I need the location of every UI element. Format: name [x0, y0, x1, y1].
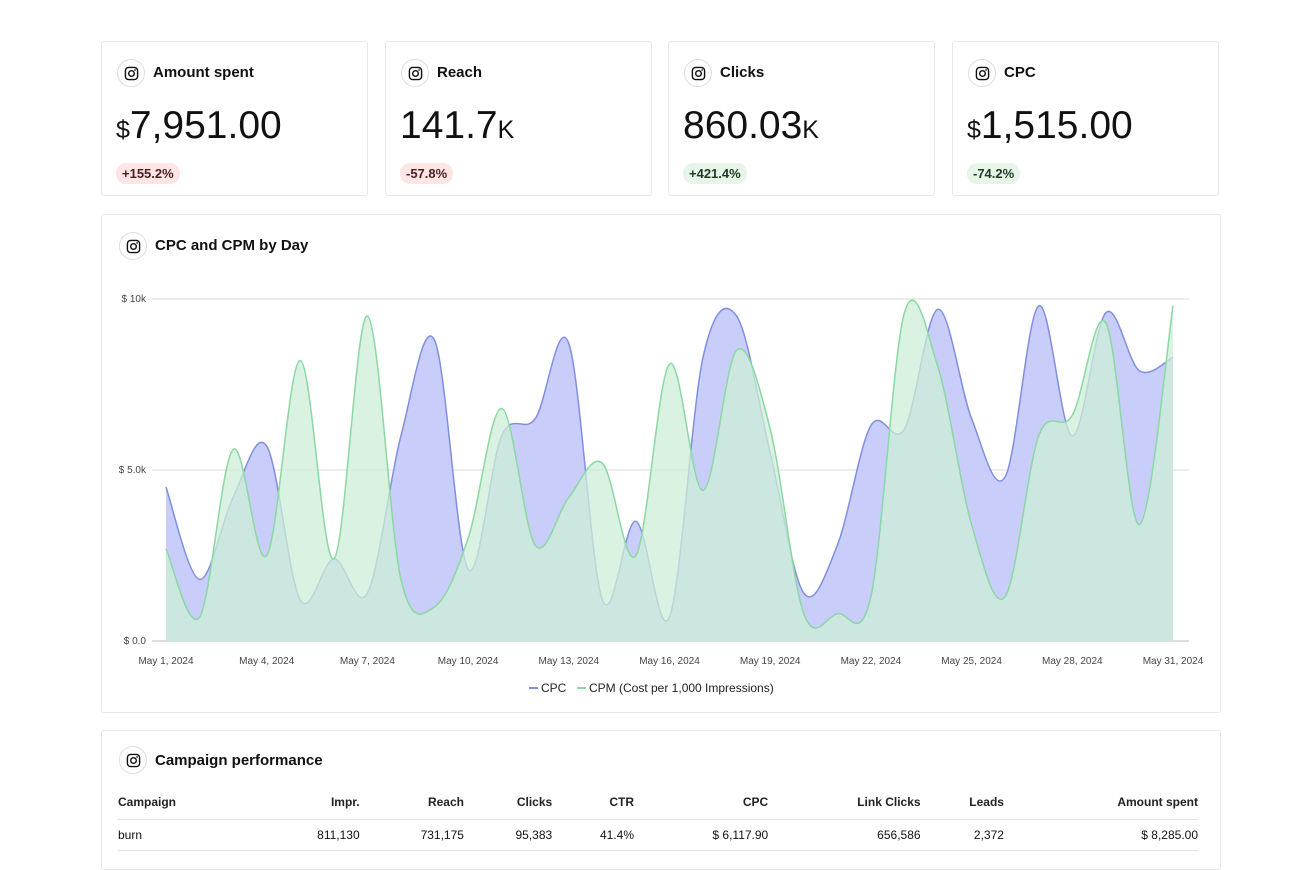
- table-cell: 656,586: [768, 819, 921, 851]
- column-header[interactable]: Leads: [920, 793, 1004, 820]
- column-header[interactable]: Impr.: [257, 793, 360, 820]
- kpi-card-amount-spent: Amount spent $7,951.00 +155.2%: [101, 41, 368, 196]
- x-tick-label: May 16, 2024: [639, 656, 700, 667]
- kpi-title: Clicks: [720, 64, 765, 81]
- table-cell: 731,175: [359, 819, 464, 851]
- table-cell: 2,372: [920, 819, 1004, 851]
- kpi-title: CPC: [1004, 64, 1036, 81]
- instagram-icon: [119, 746, 147, 774]
- x-tick-label: May 28, 2024: [1042, 656, 1103, 667]
- column-header[interactable]: CPC: [634, 793, 769, 820]
- kpi-value: $1,515.00: [967, 102, 1133, 154]
- legend-item[interactable]: CPC: [541, 681, 567, 695]
- campaign-table: Campaign Impr. Reach Clicks CTR CPC Link Click…: [118, 793, 1198, 851]
- x-tick-label: May 31, 2024: [1143, 656, 1204, 667]
- change-badge: -57.8%: [400, 163, 454, 184]
- kpi-value: $7,951.00: [116, 102, 282, 154]
- instagram-icon: [119, 232, 147, 260]
- x-tick-label: May 22, 2024: [841, 656, 902, 667]
- kpi-prefix: $: [116, 116, 130, 144]
- campaign-title: Campaign performance: [155, 752, 323, 769]
- table-cell: burn: [118, 819, 258, 851]
- y-tick-label: $ 5.0k: [119, 465, 147, 476]
- kpi-number: 1,515.00: [980, 104, 1133, 147]
- kpi-card-reach: Reach 141.7K -57.8%: [385, 41, 652, 196]
- y-tick-label: $ 10k: [122, 294, 147, 305]
- column-header[interactable]: Reach: [359, 793, 464, 820]
- table-row: burn 811,130 731,175 95,383 41.4% $ 6,117.90 6…: [118, 819, 1198, 851]
- series-area-1: [166, 300, 1173, 641]
- x-tick-label: May 1, 2024: [138, 656, 193, 667]
- kpi-number: 860.03: [683, 104, 803, 147]
- series-line-1: [165, 299, 1174, 629]
- chart-title: CPC and CPM by Day: [155, 237, 309, 254]
- table-cell: 811,130: [257, 819, 360, 851]
- x-tick-label: May 10, 2024: [438, 656, 499, 667]
- cpc-cpm-chart: $ 0.0 $ 5.0k $ 10k May 1, 2024 May 4, 2024 Ma…: [119, 294, 1204, 695]
- x-tick-label: May 19, 2024: [740, 656, 801, 667]
- x-tick-label: May 4, 2024: [239, 656, 294, 667]
- instagram-icon: [968, 59, 996, 87]
- change-badge: +155.2%: [116, 163, 180, 184]
- kpi-card-clicks: Clicks 860.03K +421.4%: [668, 41, 935, 196]
- kpi-prefix: $: [967, 116, 981, 144]
- campaign-panel: Campaign performance Campaign Impr. Reach C…: [101, 730, 1221, 870]
- instagram-icon: [684, 59, 712, 87]
- kpi-suffix: K: [497, 116, 515, 144]
- column-header[interactable]: Link Clicks: [768, 793, 921, 820]
- chart-panel: CPC and CPM by Day $ 0.0 $ 5.0k $ 10k May 1…: [101, 214, 1221, 713]
- kpi-title: Reach: [437, 64, 483, 81]
- kpi-value: 141.7K: [400, 102, 514, 154]
- column-header[interactable]: Campaign: [118, 793, 258, 820]
- x-tick-label: May 13, 2024: [538, 656, 599, 667]
- table-cell: 41.4%: [552, 819, 635, 851]
- kpi-value: 860.03K: [683, 102, 819, 154]
- column-header[interactable]: Amount spent: [1003, 793, 1198, 820]
- kpi-title: Amount spent: [153, 64, 254, 81]
- x-tick-label: May 25, 2024: [941, 656, 1002, 667]
- column-header[interactable]: Clicks: [463, 793, 553, 820]
- kpi-number: 141.7: [400, 104, 498, 147]
- instagram-icon: [401, 59, 429, 87]
- table-cell: $ 8,285.00: [1003, 819, 1198, 851]
- column-header[interactable]: CTR: [552, 793, 635, 820]
- kpi-card-cpc: CPC $1,515.00 -74.2%: [952, 41, 1219, 196]
- kpi-number: 7,951.00: [129, 104, 282, 147]
- table-cell: 95,383: [463, 819, 553, 851]
- instagram-icon: [117, 59, 145, 87]
- y-tick-label: $ 0.0: [124, 636, 147, 647]
- table-header-row: Campaign Impr. Reach Clicks CTR CPC Link Click…: [118, 793, 1198, 820]
- change-badge: +421.4%: [683, 163, 747, 184]
- change-badge: -74.2%: [967, 163, 1021, 184]
- table-cell: $ 6,117.90: [634, 819, 769, 851]
- kpi-suffix: K: [802, 116, 819, 144]
- legend-item[interactable]: CPM (Cost per 1,000 Impressions): [589, 681, 774, 695]
- x-tick-label: May 7, 2024: [340, 656, 395, 667]
